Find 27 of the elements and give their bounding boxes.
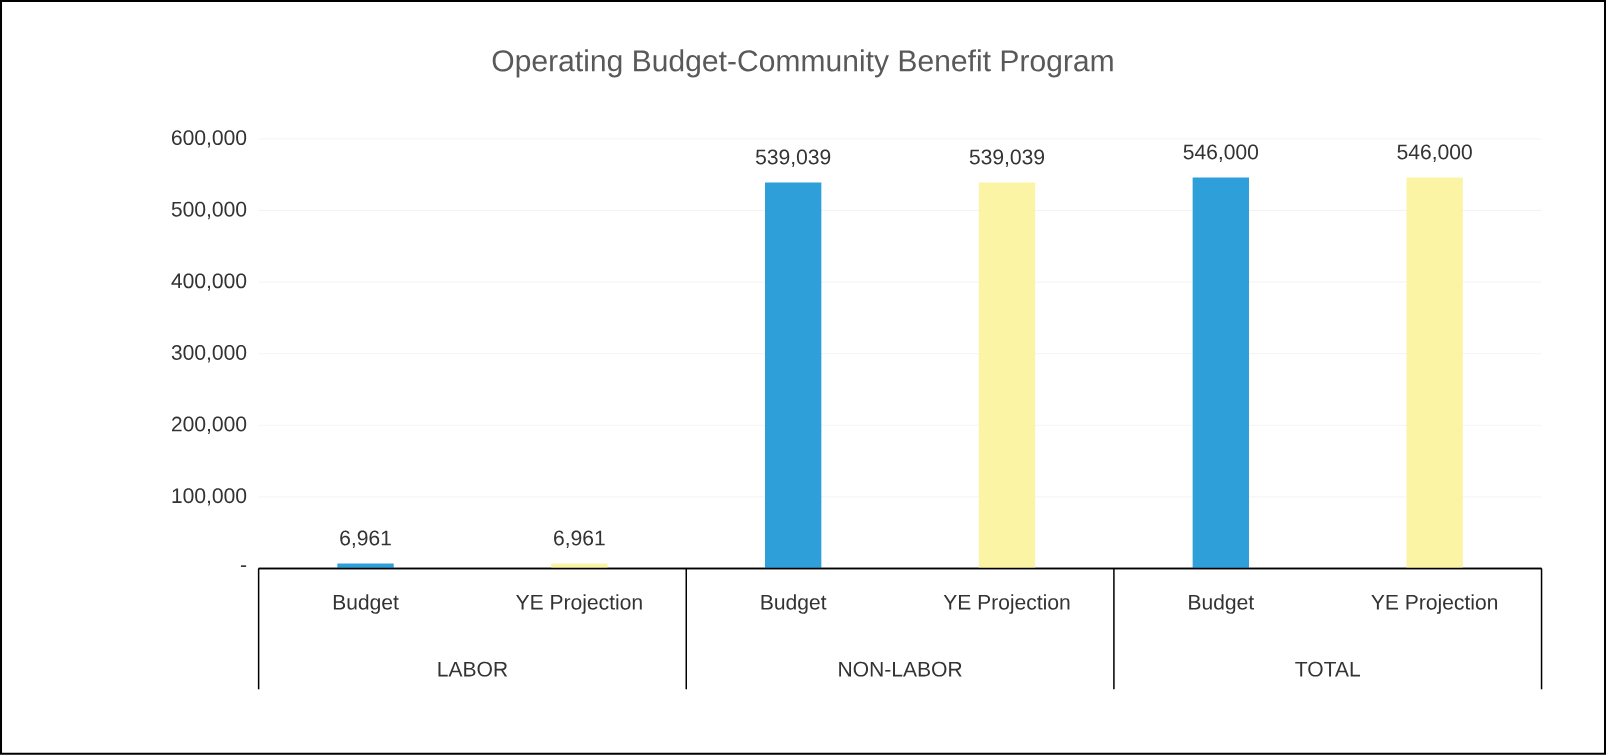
y-tick-label: 600,000 [172,130,247,148]
y-tick-label: 100,000 [172,488,247,506]
bar [1192,177,1249,569]
chart-title: Operating Budget-Community Benefit Program [492,49,1113,78]
x-tick-label: Budget [761,594,827,614]
x-tick-label: Budget [333,594,399,614]
bar [1406,177,1463,569]
y-tick-label: - [240,565,247,568]
data-label: 6,961 [554,530,605,549]
text: TOTAL [1295,661,1360,677]
data-label: 6,961 [340,530,391,549]
x-tick-label: YE Projection [516,594,642,614]
y-tick-label: 500,000 [171,201,247,220]
y-tick-label: 200,000 [171,416,247,435]
bar [978,182,1036,569]
data-label: 546,000 [1183,144,1259,163]
data-label: 546,000 [1397,144,1472,163]
bar [765,182,822,569]
y-tick-label: 400,000 [171,273,247,291]
data-label: 539,039 [755,149,831,168]
text: NON-LABOR [839,661,962,677]
text: LABOR [438,661,508,677]
x-tick-label: Budget [1189,594,1255,614]
y-tick-label: 300,000 [171,345,247,363]
x-tick-label: YE Projection [1371,594,1498,614]
data-label: 539,039 [969,149,1045,168]
x-tick-label: YE Projection [943,594,1070,614]
